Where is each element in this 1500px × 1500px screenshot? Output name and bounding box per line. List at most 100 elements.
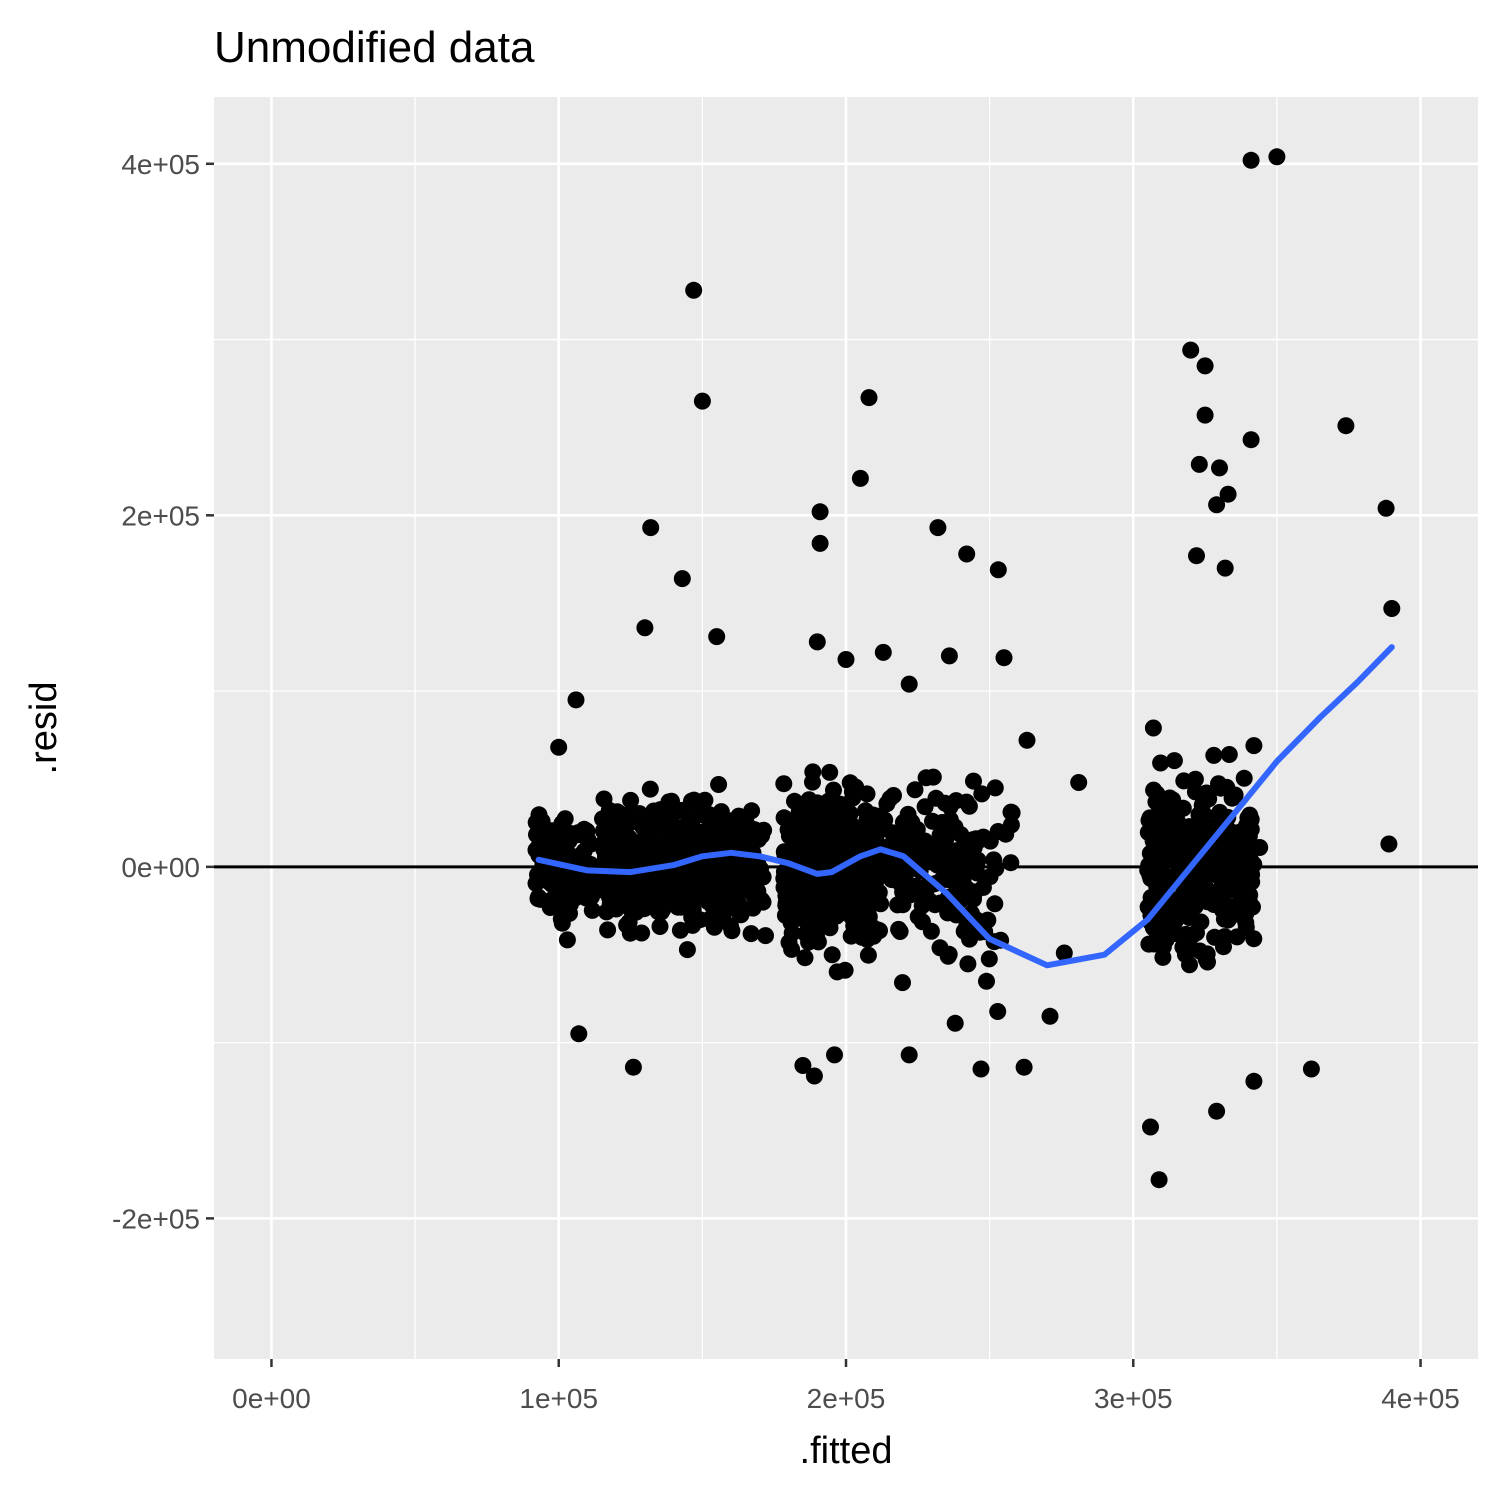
data-point	[901, 886, 919, 904]
data-point	[1140, 856, 1158, 874]
data-point	[1221, 873, 1239, 891]
data-point	[1242, 431, 1260, 449]
x-tick-label: 0e+00	[232, 1383, 311, 1414]
data-point	[1337, 417, 1355, 435]
data-point	[1174, 799, 1192, 817]
data-point	[575, 842, 593, 860]
data-point	[803, 874, 821, 892]
data-point	[788, 899, 806, 917]
data-point	[814, 888, 832, 906]
data-point	[636, 619, 654, 637]
data-point	[1002, 854, 1020, 872]
data-point	[1211, 803, 1229, 821]
data-point	[651, 918, 669, 935]
data-point	[1302, 1060, 1320, 1078]
data-point	[710, 776, 728, 793]
data-point	[811, 503, 829, 521]
data-point	[918, 881, 935, 898]
data-point	[805, 1067, 823, 1085]
data-point	[581, 880, 599, 898]
data-point	[663, 823, 681, 841]
data-point	[1186, 783, 1204, 801]
data-point	[570, 1025, 588, 1043]
data-point	[752, 860, 769, 878]
data-point	[1383, 600, 1401, 617]
data-point	[1220, 746, 1238, 763]
data-point	[1215, 938, 1232, 956]
data-point	[808, 633, 826, 651]
data-point	[1243, 873, 1261, 891]
data-point	[995, 649, 1013, 667]
data-point	[1188, 547, 1205, 565]
data-point	[1195, 820, 1212, 838]
data-point	[622, 791, 640, 809]
data-point	[1228, 928, 1246, 946]
data-point	[1190, 455, 1208, 473]
data-point	[874, 643, 892, 661]
data-point	[710, 815, 728, 832]
data-point	[900, 675, 918, 693]
chart-title: Unmodified data	[214, 23, 535, 72]
data-point	[671, 921, 689, 939]
data-point	[1245, 737, 1263, 755]
data-point	[859, 946, 877, 964]
data-point	[797, 925, 815, 943]
data-point	[794, 1057, 812, 1074]
data-point	[985, 851, 1003, 869]
data-point	[688, 806, 705, 824]
data-point	[691, 911, 709, 929]
data-point	[1144, 719, 1162, 737]
data-point	[1244, 898, 1261, 916]
data-point	[1212, 779, 1230, 797]
data-point	[1174, 832, 1192, 850]
data-point	[821, 763, 839, 781]
data-point	[931, 826, 949, 844]
data-point	[1018, 731, 1036, 749]
y-tick-label: 4e+05	[121, 149, 200, 180]
data-point	[872, 895, 890, 913]
data-point	[856, 899, 873, 917]
data-point	[1237, 844, 1255, 862]
data-point	[826, 1046, 843, 1064]
data-point	[647, 817, 665, 835]
data-point	[633, 873, 651, 891]
x-tick-label: 4e+05	[1381, 1383, 1460, 1414]
data-point	[1182, 341, 1200, 359]
data-point	[986, 895, 1004, 913]
data-point	[872, 821, 890, 839]
data-point	[1222, 843, 1240, 861]
smooth-line	[535, 644, 1395, 969]
data-point	[1198, 945, 1216, 963]
data-point	[819, 819, 837, 837]
data-point	[1015, 1058, 1033, 1076]
data-point	[742, 925, 760, 943]
data-point	[1152, 754, 1170, 772]
data-point	[1175, 772, 1193, 790]
data-point	[583, 901, 601, 919]
data-point	[1211, 459, 1228, 477]
data-point	[1215, 910, 1233, 928]
data-point	[847, 778, 865, 796]
data-point	[979, 911, 997, 929]
data-point	[730, 896, 748, 914]
data-point	[624, 1058, 642, 1076]
data-point	[1237, 914, 1255, 932]
data-point	[874, 854, 892, 872]
data-point	[972, 1060, 990, 1078]
x-axis-ticks: 0e+00 1e+05 2e+05 3e+05 4e+05	[232, 1359, 1460, 1414]
data-point	[724, 813, 742, 831]
data-point	[973, 785, 991, 803]
data-point	[550, 738, 568, 756]
data-point	[799, 833, 817, 850]
data-point	[1241, 806, 1259, 824]
smooth-trend-line	[535, 644, 1395, 969]
data-point	[1216, 559, 1234, 577]
data-point	[1235, 769, 1253, 787]
data-point	[1144, 919, 1162, 937]
data-point	[1239, 828, 1257, 846]
data-point	[1161, 789, 1179, 807]
data-point	[989, 1003, 1007, 1020]
data-point	[959, 955, 977, 973]
data-point	[1208, 496, 1226, 514]
data-point	[789, 887, 807, 905]
